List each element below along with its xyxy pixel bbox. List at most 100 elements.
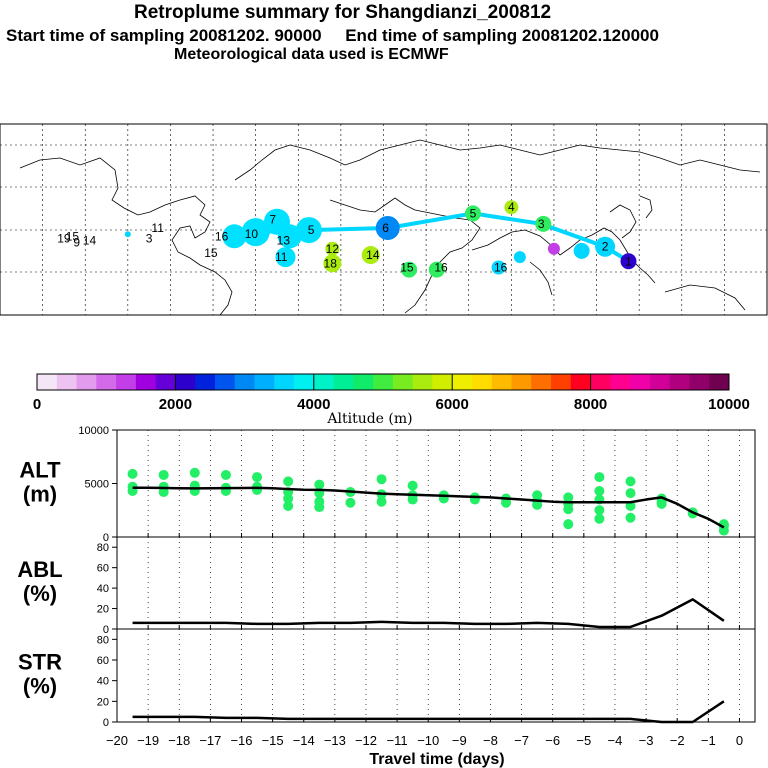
colorbar-swatch <box>649 374 671 390</box>
colorbar-swatch <box>511 374 532 390</box>
panel-abl: ABL(%) 80 60 40 20 0 <box>17 536 756 636</box>
panel-ylabel: (%) <box>23 581 57 606</box>
series-line <box>132 486 725 529</box>
colorbar-swatch <box>294 374 315 390</box>
altitude-scatter-point <box>314 479 325 490</box>
altitude-scatter-point <box>252 472 263 483</box>
plume-marker <box>573 242 590 259</box>
altitude-scatter-point <box>283 500 294 511</box>
coastline-segment <box>19 157 233 316</box>
plume-day-label: 14 <box>83 233 97 247</box>
colorbar-swatch <box>116 374 137 390</box>
colorbar-tick-label: 10000 <box>708 396 750 413</box>
x-tick-label: −3 <box>639 733 654 748</box>
colorbar-tick-label: 6000 <box>436 396 469 413</box>
colorbar-swatch <box>373 374 394 390</box>
x-tick-label: −5 <box>576 733 591 748</box>
x-tick-label: −6 <box>545 733 560 748</box>
plume-day-label: 15 <box>400 261 414 275</box>
coastline-segment <box>639 195 653 219</box>
plume-markers <box>124 200 637 278</box>
y-tick-label: 20 <box>97 604 109 616</box>
colorbar-swatch <box>491 374 513 390</box>
series-line <box>132 598 725 629</box>
x-tick-label: −8 <box>483 733 498 748</box>
x-tick-label: −1 <box>701 733 716 748</box>
colorbar-tick-label: 4000 <box>297 396 330 413</box>
plume-marker <box>547 242 560 255</box>
plume-marker <box>295 217 322 244</box>
x-axis: −20 −19 −18 −17 −16 −15 −14 −13 −12 −11 −10 −9 −8 −7−… <box>106 733 743 768</box>
plume-day-label: 5 <box>308 223 315 237</box>
plume-day-label: 5 <box>470 206 477 220</box>
colorbar-swatch <box>689 374 710 390</box>
x-tick-label: −13 <box>324 733 346 748</box>
plume-day-label: 3 <box>146 231 153 245</box>
colorbar-swatch <box>214 374 236 390</box>
x-tick-label: −15 <box>262 733 284 748</box>
colorbar-swatch <box>432 374 453 390</box>
colorbar-swatch <box>37 374 58 390</box>
colorbar-swatch <box>709 374 730 390</box>
x-tick-label: −9 <box>452 733 467 748</box>
altitude-scatter-point <box>625 476 636 487</box>
plume-day-label: 16 <box>494 261 508 275</box>
colorbar-swatch <box>353 374 374 390</box>
colorbar-swatch <box>531 374 552 390</box>
plume-day-label: 15 <box>204 246 218 260</box>
colorbar-label: Altitude (m) <box>326 411 412 427</box>
plume-marker <box>620 253 637 270</box>
colorbar-swatch <box>56 374 78 390</box>
plume-day-label: 15 <box>66 229 80 243</box>
panel-ylabel: STR <box>18 650 62 675</box>
y-tick-label: 0 <box>103 532 109 544</box>
plume-day-label: 13 <box>277 233 291 247</box>
plume-marker <box>323 254 342 273</box>
colorbar-swatch <box>590 374 611 390</box>
x-tick-label: −20 <box>106 733 128 748</box>
plume-day-label: 19 <box>57 231 71 245</box>
colorbar-swatch <box>570 374 592 390</box>
altitude-scatter-point <box>563 492 574 503</box>
plume-day-label: 6 <box>382 221 389 235</box>
x-tick-label: −7 <box>514 733 529 748</box>
plume-marker <box>222 224 247 249</box>
altitude-scatter-point <box>345 497 356 508</box>
colorbar-swatch <box>175 374 196 390</box>
y-tick-label: 80 <box>97 634 109 646</box>
colorbar-swatch <box>471 374 493 390</box>
y-tick-label: 60 <box>97 563 109 575</box>
y-tick-label: 5000 <box>85 479 109 491</box>
x-tick-label: −10 <box>417 733 439 748</box>
x-tick-label: −17 <box>199 733 221 748</box>
x-tick-label: −18 <box>168 733 190 748</box>
plume-day-label: 9 <box>73 236 80 250</box>
colorbar-tick-label: 8000 <box>574 396 607 413</box>
panel-frame <box>116 429 756 538</box>
colorbar-swatch <box>135 374 157 390</box>
panel-str: STR(%) 80 60 40 20 0 <box>18 628 756 729</box>
x-tick-label: −16 <box>230 733 252 748</box>
altitude-scatter-point <box>625 488 636 499</box>
plume-day-label: 11 <box>151 221 164 235</box>
altitude-scatter-point <box>625 512 636 523</box>
coastline-segment <box>529 261 553 296</box>
plume-day-label: 3 <box>538 217 545 231</box>
plume-marker <box>513 251 526 264</box>
altitude-scatter-point <box>283 476 294 487</box>
chart-title: Retroplume summary for Shangdianzi_20081… <box>134 2 552 23</box>
altitude-scatter-point <box>376 474 387 485</box>
series-line <box>132 700 725 724</box>
y-tick-label: 60 <box>97 655 109 667</box>
altitude-scatter-point <box>407 480 418 491</box>
time-series-panels: ALT(m)1000050000ABL(%)806040200STR(%)806… <box>17 425 756 768</box>
plume-marker <box>464 205 481 222</box>
colorbar-tick-label: 2000 <box>159 396 192 413</box>
plume-marker <box>401 261 418 278</box>
x-tick-label: −11 <box>387 733 408 748</box>
altitude-scatter-point <box>376 496 387 507</box>
colorbar-swatch <box>452 374 473 390</box>
plume-day-label: 2 <box>602 240 609 254</box>
panel-ylabel: (%) <box>23 674 57 699</box>
